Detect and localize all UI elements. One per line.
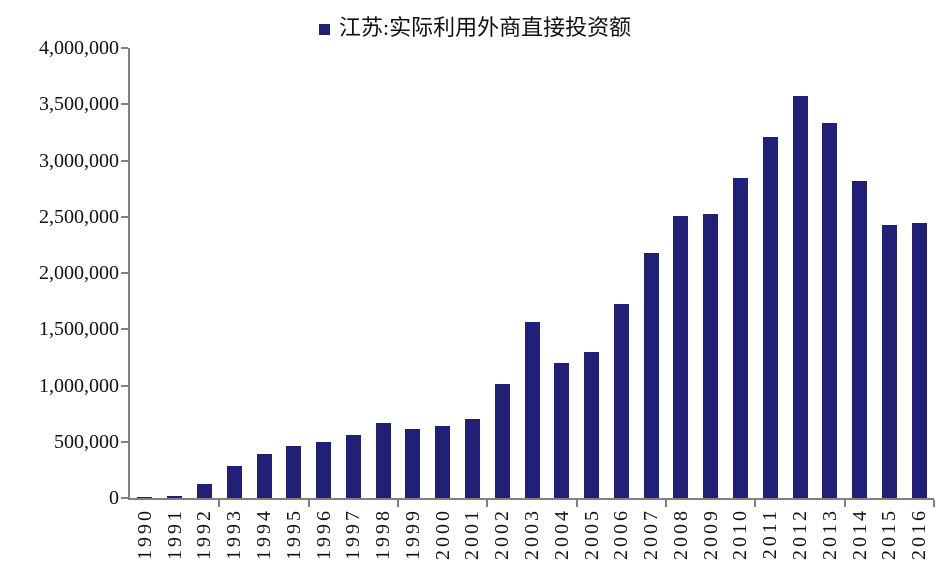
bar-1995 xyxy=(286,446,302,498)
y-axis-label: 4,000,000 xyxy=(39,37,119,59)
y-tick-mark xyxy=(121,497,128,499)
x-axis-label: 2010 xyxy=(729,508,752,560)
x-axis-label: 2014 xyxy=(848,508,871,560)
bar-2011 xyxy=(762,137,778,498)
bar-1998 xyxy=(375,423,391,498)
x-axis-label: 2011 xyxy=(759,508,782,560)
x-tick-mark xyxy=(307,500,310,507)
x-axis-label: 1995 xyxy=(282,508,305,560)
x-axis-label: 1990 xyxy=(133,508,156,560)
bar-2012 xyxy=(792,96,808,498)
x-tick-mark xyxy=(397,500,399,507)
bar-2000 xyxy=(435,426,451,498)
x-axis-label: 2012 xyxy=(789,508,811,560)
bar-2016 xyxy=(911,223,927,498)
x-axis-label: 2016 xyxy=(908,508,931,560)
x-axis-label: 2000 xyxy=(431,508,454,560)
y-tick-mark xyxy=(121,159,128,162)
y-tick-mark xyxy=(121,440,128,443)
y-axis-label: 2,500,000 xyxy=(39,205,119,228)
x-tick-mark xyxy=(218,500,221,507)
bar-2002 xyxy=(494,384,510,498)
y-axis-label: 0 xyxy=(109,487,119,509)
bar-1991 xyxy=(167,496,183,498)
bar-1996 xyxy=(316,442,332,498)
bar-2007 xyxy=(643,253,659,498)
y-axis-label: 500,000 xyxy=(54,430,119,453)
legend: 江苏:实际利用外商直接投资额 xyxy=(319,15,631,41)
plot-area xyxy=(128,48,934,500)
x-tick-mark xyxy=(486,500,489,507)
y-axis-label: 1,500,000 xyxy=(39,318,119,341)
y-axis-label: 3,500,000 xyxy=(39,93,119,116)
bar-1999 xyxy=(405,429,421,498)
bar-1992 xyxy=(196,484,212,498)
bar-2014 xyxy=(852,181,868,498)
x-tick-mark xyxy=(575,500,578,507)
bar-2005 xyxy=(584,352,600,498)
x-tick-mark xyxy=(665,500,667,507)
y-tick-mark xyxy=(121,47,128,49)
bar-2004 xyxy=(554,363,570,498)
bar-2013 xyxy=(822,123,838,498)
bar-2010 xyxy=(732,178,748,498)
x-axis-label: 1998 xyxy=(372,508,395,560)
bar-1997 xyxy=(345,435,361,498)
bar-1994 xyxy=(256,454,272,498)
y-tick-mark xyxy=(121,103,128,106)
bar-1993 xyxy=(226,466,242,498)
y-axis-label: 1,000,000 xyxy=(39,374,119,397)
bar-2009 xyxy=(703,214,719,498)
x-axis-label: 2007 xyxy=(640,508,663,560)
x-axis-label: 2013 xyxy=(818,508,841,560)
x-axis-label: 2015 xyxy=(878,508,901,560)
x-axis-label: 2008 xyxy=(669,508,692,560)
y-axis-label: 3,000,000 xyxy=(39,149,119,172)
x-axis-label: 1996 xyxy=(312,508,335,560)
legend-swatch-icon xyxy=(319,23,330,35)
x-axis-label: 1994 xyxy=(253,508,275,560)
x-axis-label: 2001 xyxy=(461,508,484,560)
bar-2015 xyxy=(881,225,897,498)
y-axis-label: 2,000,000 xyxy=(39,262,119,284)
x-axis-label: 1992 xyxy=(193,508,216,560)
y-tick-mark xyxy=(121,328,128,331)
x-axis-label: 2009 xyxy=(699,508,722,560)
x-tick-mark xyxy=(933,500,935,507)
x-axis-label: 1991 xyxy=(163,508,186,560)
x-axis-label: 2006 xyxy=(610,508,633,560)
bar-2001 xyxy=(464,419,480,498)
x-axis-label: 1999 xyxy=(401,508,424,560)
x-axis-label: 2002 xyxy=(491,508,514,560)
x-axis-label: 1997 xyxy=(342,508,365,560)
x-axis-label: 2005 xyxy=(580,508,603,560)
bar-2003 xyxy=(524,322,540,498)
legend-label: 江苏:实际利用外商直接投资额 xyxy=(339,15,632,40)
bar-1990 xyxy=(137,497,153,498)
bar-2008 xyxy=(673,216,689,498)
bar-2006 xyxy=(613,304,629,498)
y-tick-mark xyxy=(121,384,128,387)
y-tick-mark xyxy=(121,272,128,274)
x-tick-mark xyxy=(843,500,846,507)
y-tick-mark xyxy=(121,215,128,218)
x-axis-label: 2003 xyxy=(521,508,543,560)
x-tick-mark xyxy=(754,500,757,507)
x-axis-label: 1993 xyxy=(223,508,246,560)
x-axis-label: 2004 xyxy=(550,508,573,560)
